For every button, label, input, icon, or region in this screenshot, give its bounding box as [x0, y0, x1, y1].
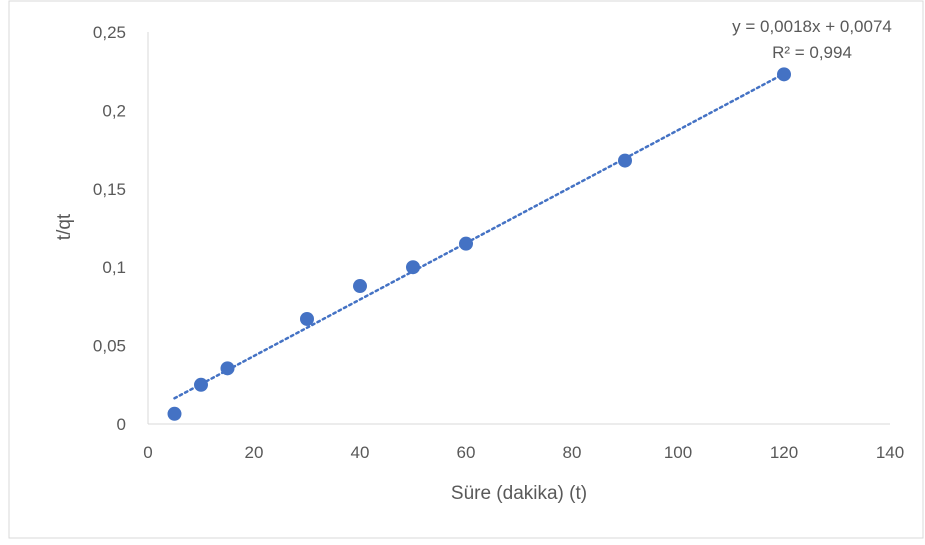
y-tick-label: 0,05	[93, 337, 126, 356]
data-point	[194, 377, 208, 392]
points-layer	[167, 67, 791, 421]
y-tick-label: 0	[117, 415, 126, 434]
trendline-equation-label: y = 0,0018x + 0,0074	[732, 17, 892, 36]
x-axis-title: Süre (dakika) (t)	[451, 483, 587, 504]
data-point	[167, 406, 182, 421]
x-tick-label: 20	[245, 443, 264, 462]
data-point	[406, 260, 420, 275]
y-tick-label: 0,2	[102, 101, 126, 120]
data-point	[618, 153, 632, 168]
data-point	[300, 311, 314, 326]
axes	[147, 32, 890, 425]
data-point	[220, 361, 235, 376]
y-tick-label: 0,15	[93, 180, 126, 199]
x-tick-label: 80	[563, 443, 582, 462]
x-tick-label: 100	[664, 443, 692, 462]
trendline-r2-label: R² = 0,994	[772, 43, 852, 62]
x-tick-label: 140	[876, 443, 904, 462]
chart-border	[8, 0, 924, 539]
labels-layer: 0 20 40 60 80 100 120 140 0 0,05 0,1 0,15 0,2 0,25	[93, 23, 904, 462]
x-tick-label: 120	[770, 443, 798, 462]
x-tick-label: 40	[351, 443, 370, 462]
data-point	[777, 67, 791, 82]
x-tick-label: 0	[143, 443, 152, 462]
trendline	[173, 72, 786, 400]
x-tick-label: 60	[457, 443, 476, 462]
y-axis-title: t/qt	[54, 213, 75, 240]
data-point	[353, 279, 367, 294]
data-point	[459, 236, 473, 251]
y-tick-label: 0,1	[102, 258, 126, 277]
trendline-layer	[173, 72, 786, 400]
y-tick-label: 0,25	[93, 23, 126, 42]
